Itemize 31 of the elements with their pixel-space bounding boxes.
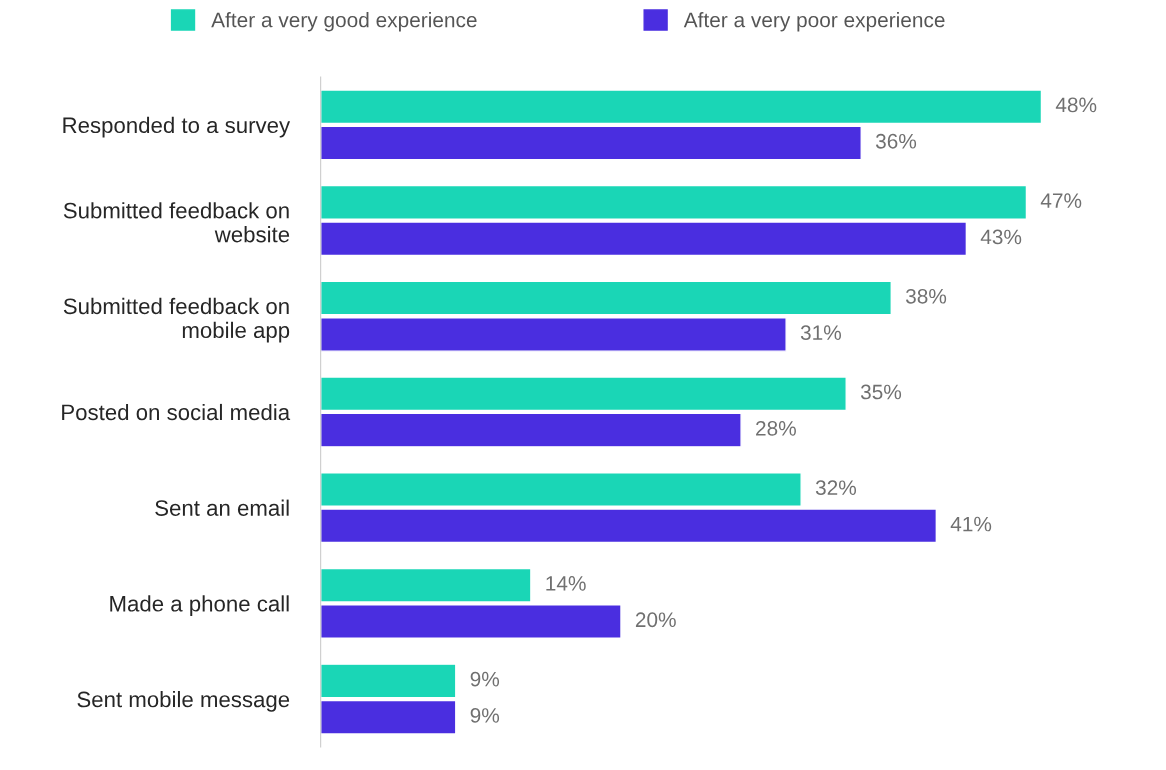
bar [320, 317, 787, 352]
data-label: 31% [800, 325, 842, 341]
bar [320, 125, 862, 161]
data-label: 38% [905, 288, 947, 304]
data-label: 48% [1055, 97, 1097, 113]
y-tick-label: Posted on social media [62, 403, 291, 421]
data-label: 36% [875, 133, 917, 149]
y-tick-label: Submitted feedback on mobile app [63, 297, 290, 343]
bar [320, 412, 742, 448]
data-label: 43% [980, 229, 1022, 245]
bar [320, 89, 1043, 125]
data-label: 14% [546, 576, 586, 591]
bar [320, 376, 847, 412]
y-tick-label: Sent mobile message [77, 691, 290, 712]
y-tick-label: Sent an email [155, 499, 289, 516]
data-label: 32% [815, 480, 857, 496]
data-label: 41% [950, 516, 992, 532]
y-tick-label: Made a phone call [110, 595, 289, 617]
y-tick-label: Submitted feedback on website [63, 202, 290, 243]
bar [320, 699, 457, 735]
data-label: 9% [470, 671, 500, 687]
bar [320, 663, 457, 699]
data-label: 9% [470, 708, 500, 723]
data-label: 28% [756, 420, 796, 436]
bar [320, 280, 892, 316]
data-label: 20% [635, 612, 676, 628]
legend-label: After a very poor experience [683, 12, 945, 32]
y-tick-label: Responded to a survey [63, 116, 291, 138]
legend-label: After a very good experience [211, 12, 477, 32]
data-label: 35% [860, 384, 902, 400]
data-label: 47% [1040, 193, 1082, 208]
